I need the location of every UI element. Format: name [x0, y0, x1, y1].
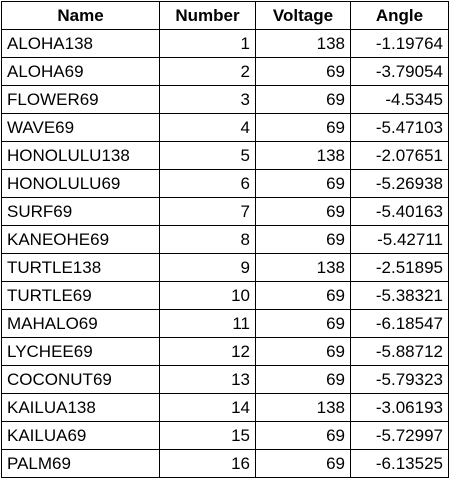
bus-data-table: Name Number Voltage Angle ALOHA138 1 138 -1… [1, 1, 449, 478]
voltage-cell[interactable]: 69 [255, 421, 351, 450]
table-row: KANEOHE69 8 69 -5.42711 [1, 225, 449, 254]
name-cell[interactable]: WAVE69 [1, 113, 160, 142]
angle-cell[interactable]: -5.47103 [350, 113, 449, 142]
header-angle[interactable]: Angle [350, 1, 449, 30]
table-row: SURF69 7 69 -5.40163 [1, 197, 449, 226]
angle-cell[interactable]: -5.79323 [350, 365, 449, 394]
table-row: KAILUA138 14 138 -3.06193 [1, 393, 449, 422]
number-cell[interactable]: 4 [159, 113, 256, 142]
table-row: FLOWER69 3 69 -4.5345 [1, 85, 449, 114]
voltage-cell[interactable]: 138 [255, 141, 351, 170]
name-cell[interactable]: TURTLE69 [1, 281, 160, 310]
voltage-cell[interactable]: 69 [255, 449, 351, 478]
table-row: PALM69 16 69 -6.13525 [1, 449, 449, 478]
table-row: ALOHA69 2 69 -3.79054 [1, 57, 449, 86]
number-cell[interactable]: 9 [159, 253, 256, 282]
name-cell[interactable]: HONOLULU69 [1, 169, 160, 198]
number-cell[interactable]: 13 [159, 365, 256, 394]
name-cell[interactable]: COCONUT69 [1, 365, 160, 394]
table-row: WAVE69 4 69 -5.47103 [1, 113, 449, 142]
number-cell[interactable]: 14 [159, 393, 256, 422]
name-cell[interactable]: KANEOHE69 [1, 225, 160, 254]
table-row: COCONUT69 13 69 -5.79323 [1, 365, 449, 394]
number-cell[interactable]: 8 [159, 225, 256, 254]
table-row: HONOLULU69 6 69 -5.26938 [1, 169, 449, 198]
angle-cell[interactable]: -5.42711 [350, 225, 449, 254]
header-row: Name Number Voltage Angle [1, 1, 449, 30]
voltage-cell[interactable]: 69 [255, 57, 351, 86]
voltage-cell[interactable]: 69 [255, 225, 351, 254]
name-cell[interactable]: LYCHEE69 [1, 337, 160, 366]
angle-cell[interactable]: -5.26938 [350, 169, 449, 198]
angle-cell[interactable]: -5.40163 [350, 197, 449, 226]
table-row: KAILUA69 15 69 -5.72997 [1, 421, 449, 450]
angle-cell[interactable]: -2.51895 [350, 253, 449, 282]
angle-cell[interactable]: -6.13525 [350, 449, 449, 478]
name-cell[interactable]: TURTLE138 [1, 253, 160, 282]
header-name[interactable]: Name [1, 1, 160, 30]
angle-cell[interactable]: -3.06193 [350, 393, 449, 422]
voltage-cell[interactable]: 69 [255, 197, 351, 226]
angle-cell[interactable]: -6.18547 [350, 309, 449, 338]
angle-cell[interactable]: -5.88712 [350, 337, 449, 366]
voltage-cell[interactable]: 69 [255, 169, 351, 198]
name-cell[interactable]: KAILUA138 [1, 393, 160, 422]
angle-cell[interactable]: -4.5345 [350, 85, 449, 114]
angle-cell[interactable]: -5.38321 [350, 281, 449, 310]
voltage-cell[interactable]: 69 [255, 337, 351, 366]
number-cell[interactable]: 5 [159, 141, 256, 170]
name-cell[interactable]: MAHALO69 [1, 309, 160, 338]
name-cell[interactable]: PALM69 [1, 449, 160, 478]
number-cell[interactable]: 6 [159, 169, 256, 198]
name-cell[interactable]: KAILUA69 [1, 421, 160, 450]
number-cell[interactable]: 7 [159, 197, 256, 226]
number-cell[interactable]: 12 [159, 337, 256, 366]
number-cell[interactable]: 10 [159, 281, 256, 310]
name-cell[interactable]: FLOWER69 [1, 85, 160, 114]
voltage-cell[interactable]: 69 [255, 85, 351, 114]
table-row: TURTLE138 9 138 -2.51895 [1, 253, 449, 282]
voltage-cell[interactable]: 138 [255, 29, 351, 58]
angle-cell[interactable]: -2.07651 [350, 141, 449, 170]
voltage-cell[interactable]: 138 [255, 393, 351, 422]
angle-cell[interactable]: -5.72997 [350, 421, 449, 450]
number-cell[interactable]: 15 [159, 421, 256, 450]
table-row: TURTLE69 10 69 -5.38321 [1, 281, 449, 310]
angle-cell[interactable]: -1.19764 [350, 29, 449, 58]
table-row: LYCHEE69 12 69 -5.88712 [1, 337, 449, 366]
number-cell[interactable]: 1 [159, 29, 256, 58]
number-cell[interactable]: 3 [159, 85, 256, 114]
name-cell[interactable]: ALOHA138 [1, 29, 160, 58]
name-cell[interactable]: SURF69 [1, 197, 160, 226]
voltage-cell[interactable]: 138 [255, 253, 351, 282]
number-cell[interactable]: 2 [159, 57, 256, 86]
number-cell[interactable]: 11 [159, 309, 256, 338]
name-cell[interactable]: HONOLULU138 [1, 141, 160, 170]
number-cell[interactable]: 16 [159, 449, 256, 478]
table-row: MAHALO69 11 69 -6.18547 [1, 309, 449, 338]
voltage-cell[interactable]: 69 [255, 113, 351, 142]
header-voltage[interactable]: Voltage [255, 1, 351, 30]
voltage-cell[interactable]: 69 [255, 281, 351, 310]
name-cell[interactable]: ALOHA69 [1, 57, 160, 86]
voltage-cell[interactable]: 69 [255, 309, 351, 338]
table-row: ALOHA138 1 138 -1.19764 [1, 29, 449, 58]
angle-cell[interactable]: -3.79054 [350, 57, 449, 86]
table-row: HONOLULU138 5 138 -2.07651 [1, 141, 449, 170]
voltage-cell[interactable]: 69 [255, 365, 351, 394]
header-number[interactable]: Number [159, 1, 256, 30]
